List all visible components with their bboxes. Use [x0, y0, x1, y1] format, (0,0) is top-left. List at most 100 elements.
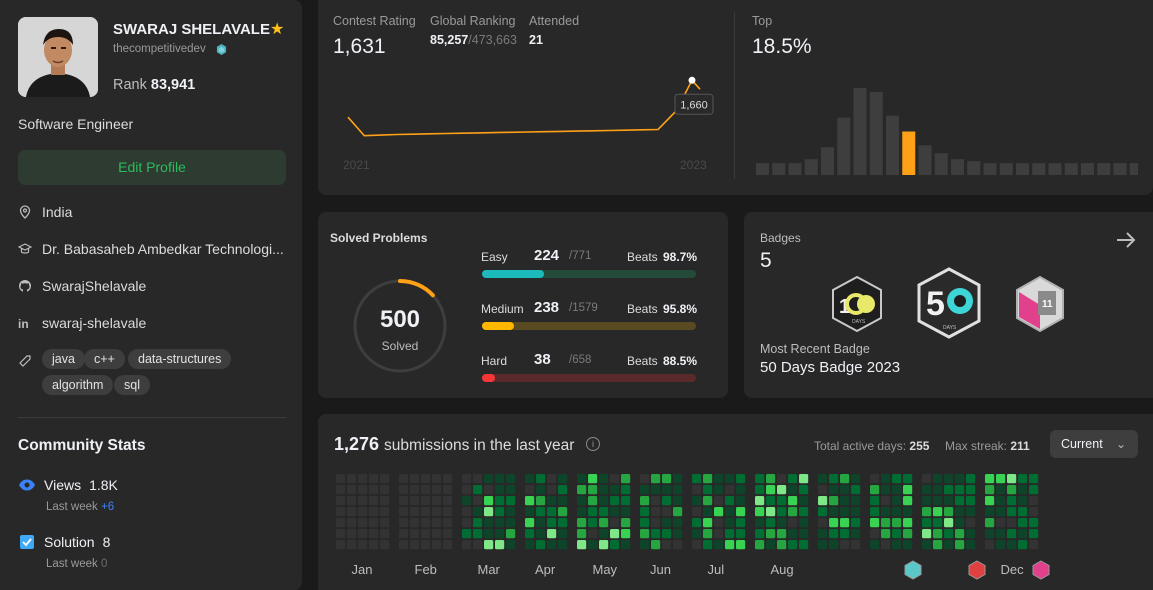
- heatmap-cell: [933, 518, 943, 528]
- badge-sep-icon[interactable]: [904, 560, 922, 580]
- heatmap-cell: [599, 507, 609, 517]
- heatmap-cell: [525, 507, 535, 517]
- solved-ring[interactable]: [348, 274, 452, 378]
- heatmap-cell: [922, 485, 932, 495]
- heatmap-cell: [1018, 496, 1028, 506]
- heatmap-cell: [903, 474, 913, 484]
- heatmap-cell: [577, 540, 587, 550]
- heatmap-cell: [673, 496, 683, 506]
- github-text[interactable]: SwarajShelavale: [42, 278, 147, 294]
- heatmap-cell: [506, 529, 516, 539]
- heatmap-cell: [495, 474, 505, 484]
- heatmap-cell: [944, 507, 954, 517]
- heatmap-cell: [673, 518, 683, 528]
- heatmap-cell: [640, 507, 650, 517]
- heatmap-cell: [421, 507, 431, 517]
- heatmap-cell: [443, 474, 453, 484]
- heatmap-cell: [840, 540, 850, 550]
- heatmap-cell: [651, 540, 661, 550]
- heatmap-cell: [588, 518, 598, 528]
- skill-tag[interactable]: java: [42, 349, 85, 369]
- ranking-histogram[interactable]: [753, 75, 1138, 177]
- github-link[interactable]: SwarajShelavale: [18, 278, 146, 294]
- year-dropdown[interactable]: Current ⌄: [1050, 430, 1138, 458]
- heatmap-cell: [462, 540, 472, 550]
- heatmap-cell: [766, 474, 776, 484]
- histogram-bar: [886, 115, 899, 175]
- heatmap-cell: [703, 474, 713, 484]
- heatmap-cell: [818, 529, 828, 539]
- heatmap-cell: [788, 540, 798, 550]
- heatmap-cell: [818, 496, 828, 506]
- heatmap-cell: [421, 474, 431, 484]
- heatmap-cell: [443, 485, 453, 495]
- heatmap-cell: [673, 507, 683, 517]
- heatmap-cell: [358, 529, 368, 539]
- checkbox-icon: [20, 535, 34, 549]
- heatmap-cell: [432, 507, 442, 517]
- rank: Rank 83,941: [113, 77, 196, 93]
- heatmap-cell: [799, 507, 809, 517]
- profile-name: SWARAJ SHELAVALE: [113, 21, 270, 38]
- difficulty-label: Medium: [481, 302, 524, 316]
- heatmap-cell: [870, 518, 880, 528]
- heatmap-cell: [662, 474, 672, 484]
- attended-label: Attended: [529, 14, 580, 28]
- skill-tag[interactable]: sql: [114, 375, 150, 395]
- heatmap-cell: [621, 496, 631, 506]
- edit-profile-button[interactable]: Edit Profile: [18, 150, 286, 185]
- heatmap-cell: [347, 518, 357, 528]
- avatar[interactable]: [18, 17, 98, 97]
- heatmap-cell: [651, 474, 661, 484]
- heatmap-cell: [725, 485, 735, 495]
- heatmap-cell: [1018, 540, 1028, 550]
- divider: [734, 12, 735, 179]
- heatmap-cell: [881, 496, 891, 506]
- heatmap-cell: [610, 507, 620, 517]
- badge-monthly-icon[interactable]: 11: [1014, 275, 1066, 333]
- heatmap-cell: [651, 507, 661, 517]
- arrow-right-icon[interactable]: [1115, 229, 1137, 257]
- heatmap-cell: [955, 540, 965, 550]
- linkedin-link[interactable]: in swaraj-shelavale: [18, 315, 146, 331]
- skill-tag[interactable]: algorithm: [42, 375, 114, 395]
- heatmap-cell: [610, 518, 620, 528]
- progress-fill: [482, 374, 495, 382]
- heatmap-cell: [369, 496, 379, 506]
- histogram-bar: [804, 159, 818, 175]
- rating-line: [347, 78, 701, 137]
- skill-tag[interactable]: data-structures: [128, 349, 232, 369]
- heatmap-cell: [944, 518, 954, 528]
- heatmap-cell: [840, 474, 850, 484]
- heatmap-cell: [358, 518, 368, 528]
- badge-100-days-icon[interactable]: 1 DAYS: [830, 275, 884, 333]
- progress-fill: [482, 270, 545, 278]
- heatmap-cell: [506, 474, 516, 484]
- heatmap-cell: [881, 485, 891, 495]
- heatmap-cell: [714, 485, 724, 495]
- views-last-week: Last week +6: [46, 501, 115, 513]
- max-streak: Max streak: 211: [945, 439, 1030, 453]
- heatmap-cell: [777, 485, 787, 495]
- linkedin-text[interactable]: swaraj-shelavale: [42, 315, 147, 331]
- skill-tag[interactable]: c++: [84, 349, 125, 369]
- job-title: Software Engineer: [18, 116, 134, 132]
- heatmap-cell: [725, 507, 735, 517]
- badge-oct-icon[interactable]: [968, 560, 986, 580]
- badge-50-days-icon[interactable]: 5 DAYS: [916, 267, 982, 339]
- heatmap-cell: [484, 507, 494, 517]
- heatmap-cell: [955, 529, 965, 539]
- badge-nov-icon[interactable]: [1032, 560, 1050, 580]
- heatmap-cell: [851, 507, 861, 517]
- heatmap-cell: [443, 496, 453, 506]
- solution-value: 8: [102, 534, 111, 550]
- info-icon[interactable]: i: [586, 437, 600, 451]
- submission-heatmap[interactable]: [336, 474, 1141, 556]
- heatmap-cell: [966, 518, 976, 528]
- school-text: Dr. Babasaheb Ambedkar Technologi...: [42, 241, 284, 257]
- heatmap-cell: [755, 474, 765, 484]
- rating-chart[interactable]: 1,660 2021 2023: [338, 60, 718, 175]
- beats-label: Beats: [627, 250, 658, 264]
- heatmap-cell: [985, 540, 995, 550]
- heatmap-cell: [714, 529, 724, 539]
